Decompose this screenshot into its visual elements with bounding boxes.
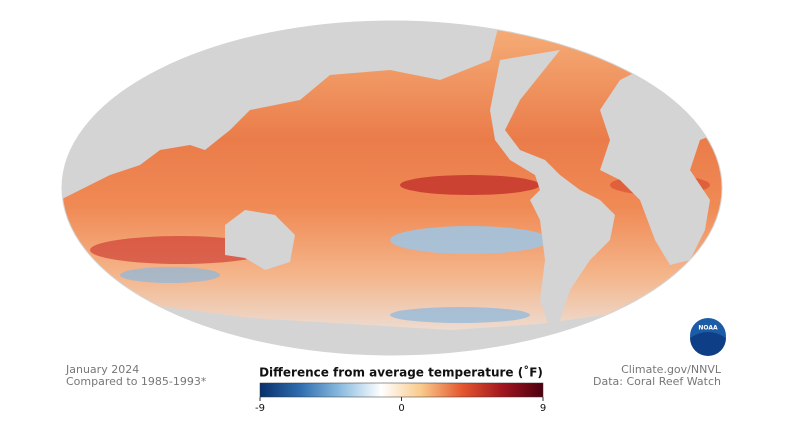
ocean-anomaly <box>400 175 540 195</box>
map <box>62 21 722 355</box>
legend-title: Difference from average temperature (˚F) <box>259 365 543 380</box>
ocean-anomaly <box>390 307 530 323</box>
logo-text: NOAA <box>698 325 718 332</box>
tick-label: 0 <box>398 403 404 414</box>
globe-outline <box>61 20 723 356</box>
noaa-logo: NOAA <box>690 318 726 356</box>
ocean-anomaly <box>390 226 550 254</box>
credit: Data: Coral Reef Watch <box>593 375 721 388</box>
caption: January 2024 <box>65 363 139 376</box>
logo-wave <box>690 332 726 356</box>
tick-label: 9 <box>540 403 546 414</box>
credit: Climate.gov/NNVL <box>621 363 722 376</box>
ocean-anomaly <box>120 267 220 283</box>
caption: Compared to 1985-1993* <box>66 375 207 388</box>
colorbar <box>259 382 544 398</box>
tick-label: -9 <box>255 403 265 414</box>
